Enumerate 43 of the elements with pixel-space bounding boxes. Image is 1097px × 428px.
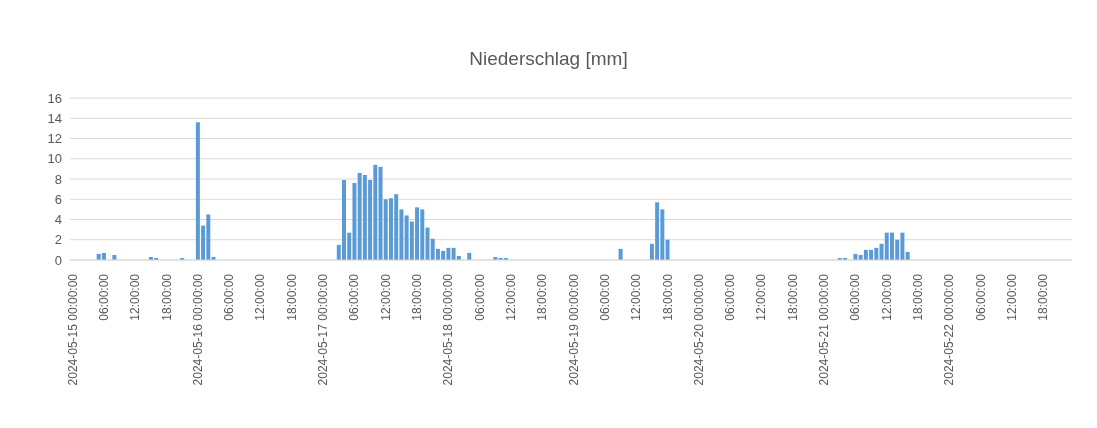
x-tick-label: 06:00:00 xyxy=(347,273,362,321)
y-tick-label: 16 xyxy=(47,90,62,106)
chart-title: Niederschlag [mm] xyxy=(468,48,629,70)
x-tick-label: 18:00:00 xyxy=(535,273,550,321)
x-tick-label: 06:00:00 xyxy=(597,273,612,321)
y-tick-label: 12 xyxy=(47,131,62,147)
x-tick-label: 2024-05-18 00:00:00 xyxy=(441,273,456,386)
x-tick-label: 18:00:00 xyxy=(1036,273,1051,321)
x-tick-label: 18:00:00 xyxy=(660,273,675,321)
x-tick-label: 2024-05-20 00:00:00 xyxy=(691,273,706,386)
x-tick-label: 2024-05-16 00:00:00 xyxy=(190,273,205,386)
x-tick-label: 2024-05-22 00:00:00 xyxy=(942,273,957,386)
x-tick-label: 18:00:00 xyxy=(159,273,174,321)
x-tick-label: 12:00:00 xyxy=(378,273,393,321)
x-tick-label: 06:00:00 xyxy=(723,273,738,321)
y-tick-label: 6 xyxy=(54,191,62,207)
x-tick-label: 06:00:00 xyxy=(973,273,988,321)
bar xyxy=(665,239,670,260)
x-tick-label: 18:00:00 xyxy=(410,273,425,321)
x-tick-label: 18:00:00 xyxy=(911,273,926,321)
x-tick-label: 12:00:00 xyxy=(503,273,518,321)
x-tick-label: 2024-05-19 00:00:00 xyxy=(566,273,581,386)
x-tick-label: 18:00:00 xyxy=(284,273,299,321)
y-tick-label: 10 xyxy=(47,151,62,167)
x-tick-label: 06:00:00 xyxy=(472,273,487,321)
y-tick-label: 14 xyxy=(47,110,62,126)
x-tick-label: 2024-05-21 00:00:00 xyxy=(817,273,832,386)
x-tick-label: 06:00:00 xyxy=(222,273,237,321)
x-tick-label: 12:00:00 xyxy=(128,273,143,321)
y-tick-label: 8 xyxy=(54,171,62,187)
x-tick-label: 12:00:00 xyxy=(754,273,769,321)
x-tick-label: 2024-05-17 00:00:00 xyxy=(316,273,331,386)
x-tick-label: 18:00:00 xyxy=(785,273,800,321)
x-tick-label: 12:00:00 xyxy=(879,273,894,321)
x-tick-label: 2024-05-15 00:00:00 xyxy=(65,273,80,386)
x-tick-label: 12:00:00 xyxy=(1004,273,1019,321)
x-tick-label: 06:00:00 xyxy=(96,273,111,321)
y-tick-label: 2 xyxy=(54,232,62,248)
x-tick-label: 12:00:00 xyxy=(253,273,268,321)
y-tick-label: 4 xyxy=(54,212,62,228)
x-tick-label: 12:00:00 xyxy=(629,273,644,321)
x-tick-label: 06:00:00 xyxy=(848,273,863,321)
y-tick-label: 0 xyxy=(54,252,62,268)
